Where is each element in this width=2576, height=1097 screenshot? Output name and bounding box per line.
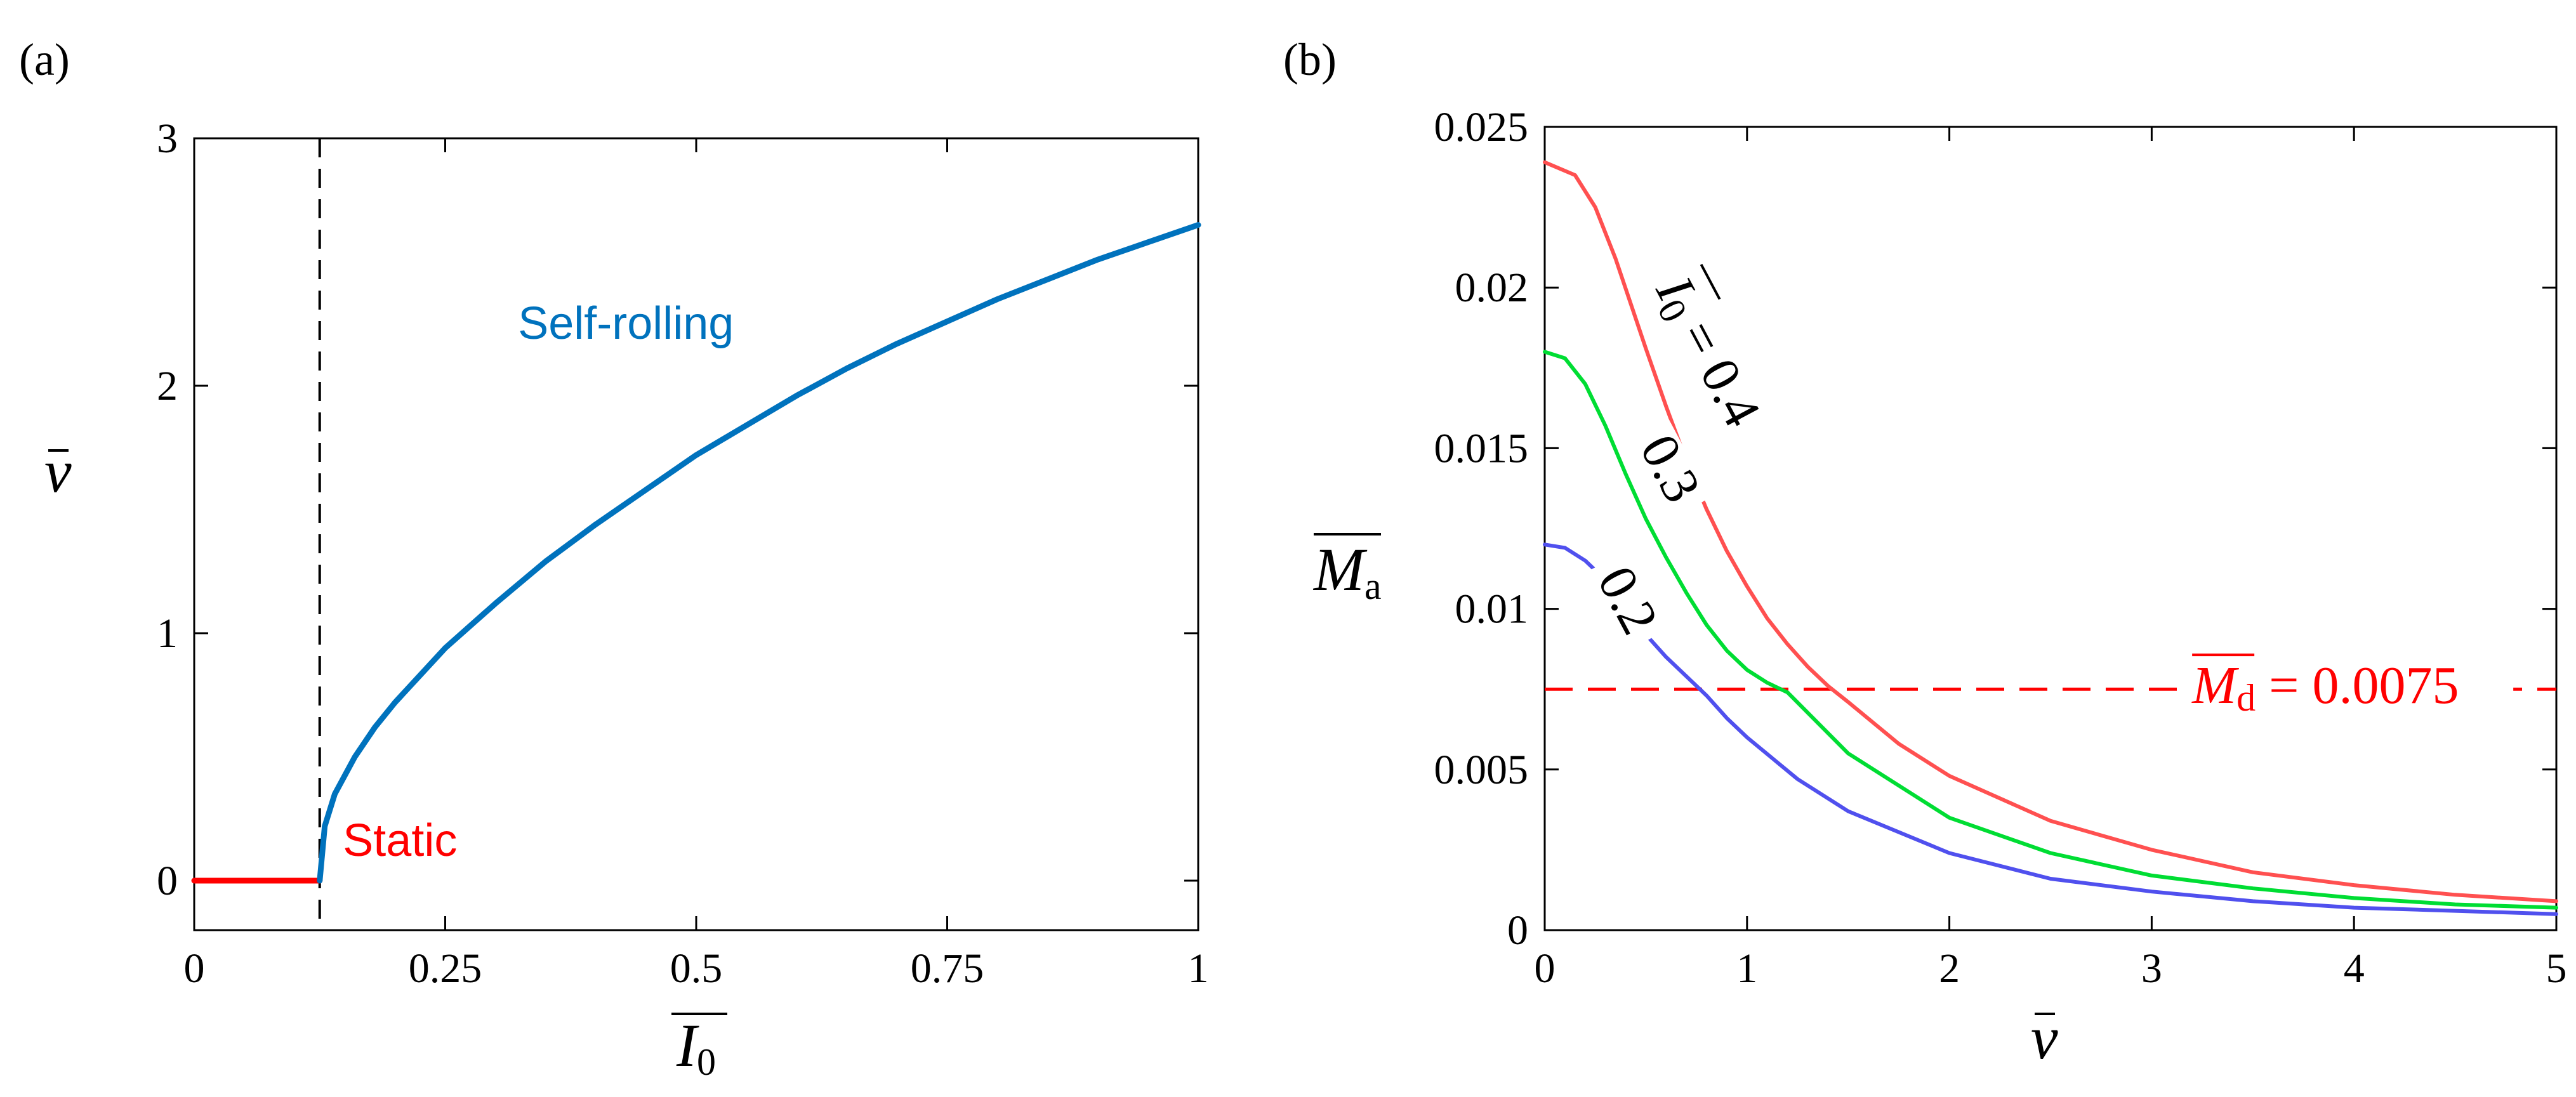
series-line-1 [317,222,1201,884]
self-rolling-label: Self-rolling [518,298,734,349]
panel-a-xlabel-main: I [676,1011,699,1079]
panel-b-ylabel-sub: a [1364,565,1382,607]
panel-a-label: (a) [19,34,70,85]
panel-a-series [191,222,1201,884]
x-tick-label: 0.25 [409,945,482,992]
panel-b-ylabel: Ma [1312,533,1382,607]
y-tick-label: 0 [1507,907,1528,954]
y-tick-label: 3 [157,115,178,162]
panel-a-annotations: Self-rolling Static [343,298,734,866]
panel-a-ylabel: v [44,437,72,505]
y-tick-label: 1 [157,610,178,657]
series-line-1 [1543,350,2558,910]
panel-b-ylabel-main: M [1312,535,1368,603]
x-tick-label: 1 [1736,945,1757,992]
curve-label-gap [1632,244,1851,549]
panel-b-xlabel: v [2031,1004,2058,1072]
x-tick-label: 5 [2546,945,2567,992]
x-tick-label: 2 [1939,945,1960,992]
panel-b-ylabel-symbol: Ma [1312,535,1382,607]
y-tick-label: 0.005 [1434,747,1529,793]
panel-a-ylabel-symbol: v [44,437,72,505]
y-tick-label: 0 [157,858,178,904]
panel-b: (b) 0 1 2 3 4 5 0 0.005 0.01 0.015 0.02 0.025 0.2 0… [1283,34,2567,1072]
panel-a: (a) 0 0.25 0.5 0.75 1 0 1 2 3 Self-rolling Stati… [19,34,1209,1083]
panel-a-xlabel-sub: 0 [697,1041,716,1083]
panel-a-plot-frame [193,137,1199,931]
curve-label-gap [1622,419,1711,523]
y-tick-label: 2 [157,363,178,409]
curve-label-gap [1579,551,1668,655]
panel-b-xlabel-symbol: v [2031,1004,2058,1072]
x-tick-label: 1 [1188,945,1209,992]
y-tick-label: 0.02 [1455,265,1529,311]
x-tick-label: 0 [1535,945,1556,992]
panel-a-xlabel-symbol: I0 [676,1011,716,1083]
md-label-text: Md = 0.0075 [2191,656,2459,719]
panel-a-ticks: 0 0.25 0.5 0.75 1 0 1 2 3 [157,115,1209,992]
x-tick-label: 0.5 [670,945,723,992]
md-label-value: = 0.0075 [2256,656,2459,715]
x-tick-label: 0.75 [911,945,984,992]
panel-a-xlabel: I0 [671,1011,727,1083]
panel-b-annotations: 0.2 0.3 I0 = 0.4 Md = 0.0075 [1579,244,2514,719]
md-label-symbol: M [2191,656,2239,715]
x-tick-label: 0 [184,945,205,992]
static-label: Static [343,815,457,866]
curve-label-0-4-overbar [1700,263,1721,300]
y-tick-label: 0.015 [1434,425,1529,471]
y-tick-label: 0.025 [1434,104,1529,150]
x-tick-label: 3 [2141,945,2162,992]
panel-b-label: (b) [1283,34,1337,85]
series-line-2 [1543,542,2558,916]
series-line-0 [1543,160,2558,903]
y-tick-label: 0.01 [1455,586,1529,633]
panel-b-ticks: 0 1 2 3 4 5 0 0.005 0.01 0.015 0.02 0.025 [1434,104,2567,992]
md-label: Md = 0.0075 [2183,642,2514,719]
md-label-sub: d [2236,677,2256,719]
panel-b-plot-frame [1543,126,2558,931]
x-tick-label: 4 [2344,945,2365,992]
